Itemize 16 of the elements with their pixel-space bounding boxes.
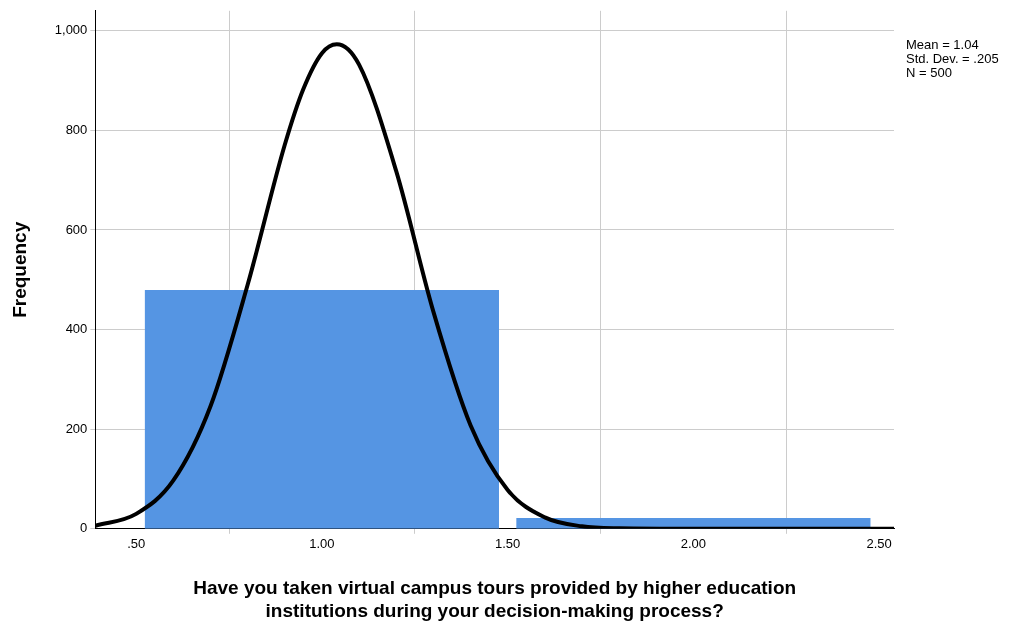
x-tick-label: 2.50	[866, 536, 892, 552]
y-tick-label: 1,000	[54, 22, 88, 38]
y-tick-label: 800	[65, 121, 88, 137]
text: N = 500	[906, 64, 952, 80]
text: Mean = 1.04	[906, 36, 979, 52]
y-axis-title: Frequency	[8, 221, 30, 318]
x-axis-title: Have you taken virtual campus tours provided by higher education institutions during your decision-making process?	[193, 577, 797, 621]
y-tick-label: 200	[65, 420, 88, 436]
x-tick-label: 2.00	[680, 536, 707, 552]
x-tick-label: .50	[127, 536, 146, 552]
x-tick-label: 1.50	[495, 536, 521, 552]
x-tick-label: 1.00	[309, 536, 335, 552]
y-tick-label: 0	[80, 520, 88, 536]
y-tick-label: 600	[65, 221, 88, 237]
text: Std. Dev. = .205	[906, 50, 999, 66]
y-tick-label: 400	[65, 321, 88, 337]
